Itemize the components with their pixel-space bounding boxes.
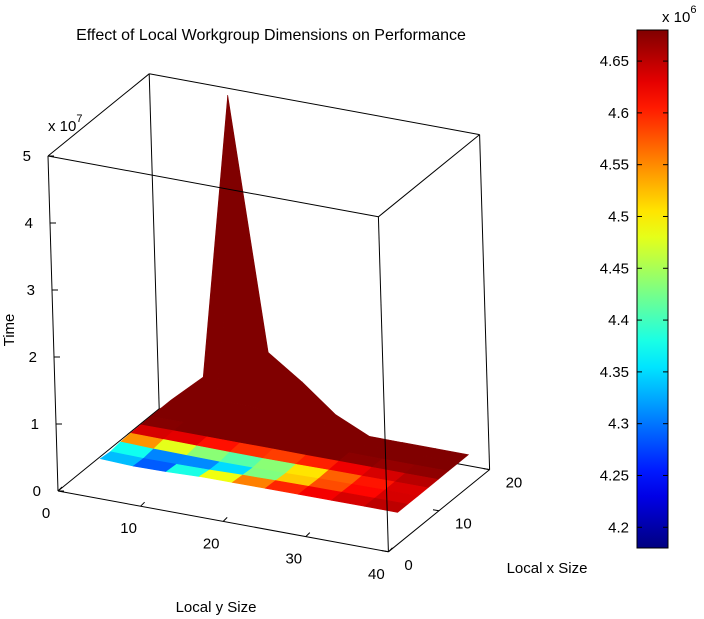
x-axis-label: Local y Size (176, 599, 257, 616)
axis-ticks: 0 1 2 3 4 5 0 10 20 30 40 0 10 20 (23, 148, 523, 583)
surface-patch (223, 95, 269, 365)
box-edge (47, 73, 150, 157)
y-tick-label: 10 (455, 516, 472, 533)
z-tick-label: 4 (25, 215, 33, 232)
z-tick-label: 0 (33, 483, 41, 500)
box-edge (222, 517, 228, 522)
x-tick-label: 20 (203, 535, 220, 552)
colorbar-tick-label: 4.25 (600, 467, 629, 484)
box-edge (149, 73, 480, 136)
colorbar-tick-label: 4.6 (608, 105, 629, 122)
z-tick-label: 2 (29, 349, 37, 366)
x-tick-label: 30 (285, 551, 302, 568)
colorbar-tick-label: 4.55 (600, 157, 629, 174)
chart-title: Effect of Local Workgroup Dimensions on … (76, 27, 466, 44)
colorbar (636, 29, 669, 549)
y-tick-label: 20 (506, 475, 523, 492)
colorbar-ticks: 4.2 4.25 4.3 4.35 4.4 4.45 4.5 4.55 4.6 4.65 (600, 53, 668, 536)
box-edge (140, 501, 145, 507)
box-edge (47, 155, 59, 492)
colorbar-tick-label: 4.45 (600, 260, 629, 277)
box-edge (57, 408, 160, 492)
y-axis-label: Local x Size (507, 560, 588, 577)
surface-mesh (99, 95, 470, 513)
colorbar-tick-label: 4.2 (608, 519, 629, 536)
box-edge (47, 155, 379, 218)
box-edge (377, 216, 389, 552)
box-edge (57, 486, 63, 492)
colorbar-tick-label: 4.3 (608, 416, 629, 433)
box-edge (378, 134, 480, 218)
colorbar-tick-label: 4.35 (600, 364, 629, 381)
x-tick-label: 40 (368, 566, 385, 583)
box-edge (305, 532, 311, 537)
colorbar-tick-label: 4.5 (608, 208, 629, 225)
colorbar-tick-label: 4.4 (608, 312, 629, 329)
z-axis-label: Time (1, 314, 18, 347)
box-edge (483, 468, 490, 471)
box-edge (432, 509, 440, 512)
x-tick-label: 10 (120, 520, 137, 537)
colorbar-tick-label: 4.65 (600, 53, 629, 70)
box-edge (382, 550, 389, 553)
z-tick-label: 3 (27, 282, 35, 299)
y-tick-label: 0 (404, 557, 412, 574)
x-tick-label: 0 (42, 505, 50, 522)
box-edge (479, 134, 491, 470)
z-tick-label: 1 (31, 416, 39, 433)
surface-patch (363, 497, 409, 513)
box-edge (148, 73, 160, 409)
z-multiplier-label: x 107 (48, 113, 82, 135)
box-edge (388, 547, 393, 553)
colorbar-multiplier-label: x 106 (662, 4, 696, 26)
z-tick-label: 5 (23, 148, 31, 165)
